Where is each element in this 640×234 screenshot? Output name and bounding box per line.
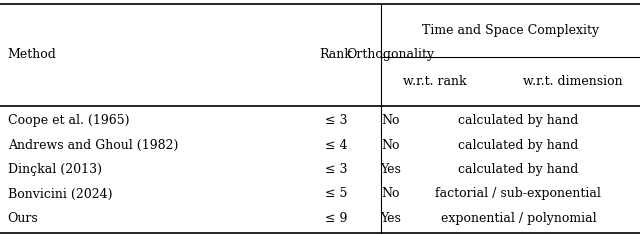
- Text: calculated by hand: calculated by hand: [458, 114, 579, 128]
- Text: Yes: Yes: [380, 212, 401, 225]
- Text: calculated by hand: calculated by hand: [458, 139, 579, 152]
- Text: ≤ 9: ≤ 9: [325, 212, 347, 225]
- Text: factorial / sub-exponential: factorial / sub-exponential: [435, 187, 602, 201]
- Text: ≤ 5: ≤ 5: [325, 187, 347, 201]
- Text: Coope et al. (1965): Coope et al. (1965): [8, 114, 129, 128]
- Text: Bonvicini (2024): Bonvicini (2024): [8, 187, 112, 201]
- Text: Ours: Ours: [8, 212, 38, 225]
- Text: Time and Space Complexity: Time and Space Complexity: [422, 24, 599, 37]
- Text: exponential / polynomial: exponential / polynomial: [440, 212, 596, 225]
- Text: calculated by hand: calculated by hand: [458, 163, 579, 176]
- Text: ≤ 4: ≤ 4: [324, 139, 348, 152]
- Text: No: No: [381, 114, 399, 128]
- Text: Rank: Rank: [319, 48, 353, 62]
- Text: No: No: [381, 187, 399, 201]
- Text: ≤ 3: ≤ 3: [324, 114, 348, 128]
- Text: Yes: Yes: [380, 163, 401, 176]
- Text: w.r.t. dimension: w.r.t. dimension: [523, 75, 623, 88]
- Text: Orthogonality: Orthogonality: [346, 48, 435, 62]
- Text: No: No: [381, 139, 399, 152]
- Text: w.r.t. rank: w.r.t. rank: [403, 75, 467, 88]
- Text: Andrews and Ghoul (1982): Andrews and Ghoul (1982): [8, 139, 178, 152]
- Text: ≤ 3: ≤ 3: [324, 163, 348, 176]
- Text: Dinçkal (2013): Dinçkal (2013): [8, 163, 102, 176]
- Text: Method: Method: [8, 48, 56, 62]
